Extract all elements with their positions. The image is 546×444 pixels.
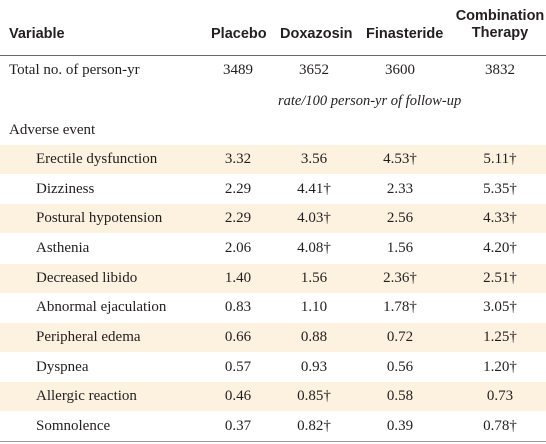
table-row: Dyspnea 0.57 0.93 0.56 1.20†: [0, 353, 546, 382]
cell-finasteride: 2.33: [386, 181, 414, 197]
row-label: Peripheral edema: [36, 329, 141, 345]
cell-doxazosin: 0.88: [300, 329, 328, 345]
cell-finasteride: 0.58: [386, 388, 414, 404]
cell-finasteride: 2.36†: [383, 270, 417, 286]
cell-combination: 4.20†: [483, 240, 517, 256]
table-row: Dizziness 2.29 4.41† 2.33 5.35†: [0, 175, 546, 204]
table-row: Abnormal ejaculation 0.83 1.10 1.78† 3.0…: [0, 293, 546, 322]
header-combination-line2: Therapy: [471, 25, 529, 41]
total-combination: 3832: [485, 62, 515, 78]
row-label: Asthenia: [36, 240, 90, 256]
cell-combination: 0.78†: [483, 418, 517, 434]
row-label: Decreased libido: [36, 270, 138, 286]
cell-doxazosin: 4.08†: [297, 240, 331, 256]
table-bottom-rule: [0, 441, 546, 442]
section-adverse-event: Adverse event: [9, 122, 96, 138]
cell-placebo: 0.66: [224, 329, 252, 345]
cell-doxazosin: 1.10: [300, 299, 328, 315]
row-label: Abnormal ejaculation: [36, 299, 167, 315]
cell-finasteride: 0.39: [386, 418, 414, 434]
cell-placebo: 2.29: [224, 210, 252, 226]
cell-combination: 2.51†: [483, 270, 517, 286]
total-doxazosin: 3652: [299, 62, 329, 78]
header-combination: Combination Therapy: [455, 8, 545, 42]
cell-finasteride: 1.56: [386, 240, 414, 256]
table-row: Asthenia 2.06 4.08† 1.56 4.20†: [0, 234, 546, 263]
header-placebo: Placebo: [211, 26, 267, 42]
cell-doxazosin: 0.85†: [297, 388, 331, 404]
table-row: Erectile dysfunction 3.32 3.56 4.53† 5.1…: [0, 145, 546, 174]
cell-placebo: 0.57: [224, 359, 252, 375]
row-label: Erectile dysfunction: [36, 151, 158, 167]
row-label: Dizziness: [36, 181, 95, 197]
header-doxazosin: Doxazosin: [280, 26, 353, 42]
cell-combination: 5.11†: [483, 151, 517, 167]
cell-placebo: 0.46: [224, 388, 252, 404]
cell-combination: 1.25†: [483, 329, 517, 345]
cell-placebo: 3.32: [224, 151, 252, 167]
row-label: Allergic reaction: [36, 388, 137, 404]
cell-combination: 3.05†: [483, 299, 517, 315]
header-variable: Variable: [9, 26, 65, 42]
cell-finasteride: 0.56: [386, 359, 414, 375]
total-person-years-label: Total no. of person-yr: [9, 62, 140, 78]
total-placebo: 3489: [223, 62, 253, 78]
cell-finasteride: 1.78†: [383, 299, 417, 315]
cell-finasteride: 2.56: [386, 210, 414, 226]
table-row: Allergic reaction 0.46 0.85† 0.58 0.73: [0, 382, 546, 411]
cell-combination: 0.73: [486, 388, 514, 404]
cell-placebo: 2.06: [224, 240, 252, 256]
total-finasteride: 3600: [385, 62, 415, 78]
cell-combination: 4.33†: [483, 210, 517, 226]
row-label: Postural hypotension: [36, 210, 163, 226]
table-row: Somnolence 0.37 0.82† 0.39 0.78†: [0, 412, 546, 441]
table-header: Variable Placebo Doxazosin Finasteride C…: [0, 0, 546, 56]
cell-doxazosin: 3.56: [300, 151, 328, 167]
cell-finasteride: 4.53†: [383, 151, 417, 167]
cell-placebo: 0.83: [224, 299, 252, 315]
header-combination-line1: Combination: [455, 8, 545, 24]
cell-placebo: 1.40: [224, 270, 252, 286]
cell-combination: 5.35†: [483, 181, 517, 197]
table-row: Decreased libido 1.40 1.56 2.36† 2.51†: [0, 264, 546, 293]
table-row: Peripheral edema 0.66 0.88 0.72 1.25†: [0, 323, 546, 352]
cell-doxazosin: 0.93: [300, 359, 328, 375]
cell-doxazosin: 4.41†: [297, 181, 331, 197]
cell-combination: 1.20†: [483, 359, 517, 375]
row-label: Somnolence: [36, 418, 111, 434]
header-finasteride: Finasteride: [366, 26, 444, 42]
row-label: Dyspnea: [36, 359, 89, 375]
cell-doxazosin: 0.82†: [297, 418, 331, 434]
total-person-years-row: Total no. of person-yr 3489 3652 3600 38…: [0, 56, 546, 85]
table-row: Postural hypotension 2.29 4.03† 2.56 4.3…: [0, 204, 546, 233]
cell-placebo: 0.37: [224, 418, 252, 434]
cell-doxazosin: 4.03†: [297, 210, 331, 226]
rate-note: rate/100 person-yr of follow-up: [278, 93, 462, 109]
cell-placebo: 2.29: [224, 181, 252, 197]
cell-finasteride: 0.72: [386, 329, 414, 345]
cell-doxazosin: 1.56: [300, 270, 328, 286]
